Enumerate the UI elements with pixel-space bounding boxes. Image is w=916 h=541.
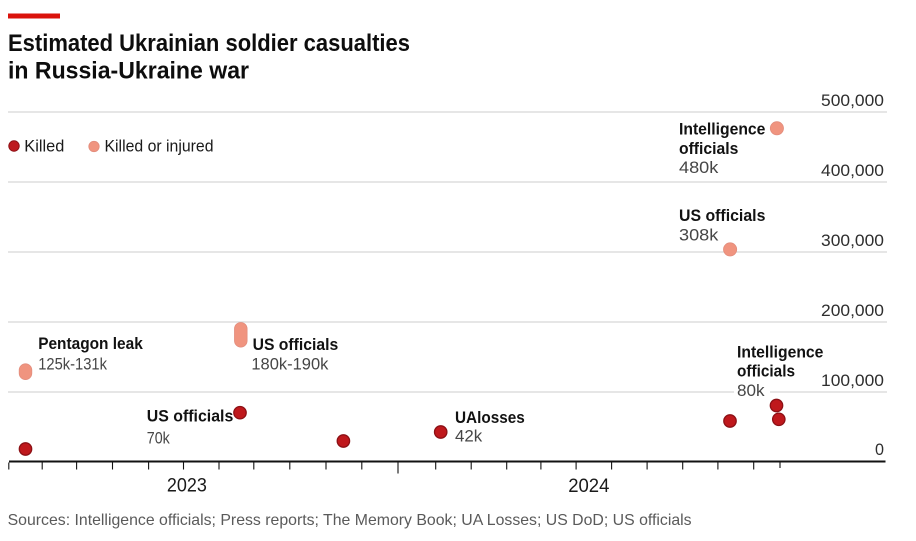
svg-text:2024: 2024 [568,476,610,497]
svg-text:in Russia-Ukraine war: in Russia-Ukraine war [8,58,249,85]
svg-text:80k: 80k [737,382,765,400]
svg-text:300,000: 300,000 [821,232,884,250]
svg-text:100,000: 100,000 [821,372,884,390]
svg-text:125k-131k: 125k-131k [38,356,107,374]
svg-text:Intelligence: Intelligence [679,120,765,138]
svg-text:70k: 70k [147,430,171,448]
svg-text:500,000: 500,000 [821,92,884,110]
svg-text:0: 0 [875,441,884,459]
svg-text:200,000: 200,000 [821,302,884,320]
svg-text:officials: officials [737,363,795,381]
svg-text:US officials: US officials [679,207,765,225]
svg-text:180k-190k: 180k-190k [251,356,329,374]
svg-text:Killed or injured: Killed or injured [105,138,214,156]
svg-text:Intelligence: Intelligence [737,344,823,362]
svg-text:400,000: 400,000 [821,162,884,180]
svg-text:officials: officials [679,140,738,158]
svg-text:US officials: US officials [253,336,339,354]
svg-text:308k: 308k [679,226,719,244]
svg-text:Estimated Ukrainian soldier ca: Estimated Ukrainian soldier casualties [8,30,410,57]
svg-text:UAlosses: UAlosses [455,409,525,427]
svg-text:Killed: Killed [24,138,64,156]
svg-text:42k: 42k [455,428,483,446]
svg-text:480k: 480k [679,159,719,177]
svg-text:US officials: US officials [147,408,234,426]
svg-text:Sources: Intelligence official: Sources: Intelligence officials; Press r… [8,512,692,529]
svg-text:Pentagon leak: Pentagon leak [38,335,143,353]
svg-text:2023: 2023 [167,476,207,497]
